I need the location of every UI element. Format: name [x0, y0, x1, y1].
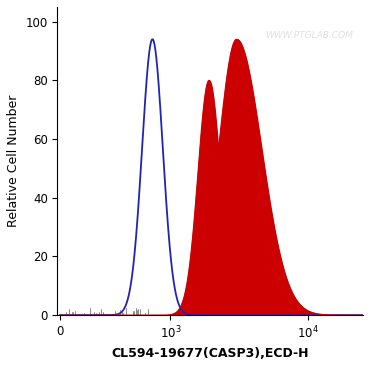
Y-axis label: Relative Cell Number: Relative Cell Number [7, 95, 20, 227]
Text: WWW.PTGLAB.COM: WWW.PTGLAB.COM [265, 31, 353, 40]
X-axis label: CL594-19677(CASP3),ECD-H: CL594-19677(CASP3),ECD-H [111, 347, 309, 360]
